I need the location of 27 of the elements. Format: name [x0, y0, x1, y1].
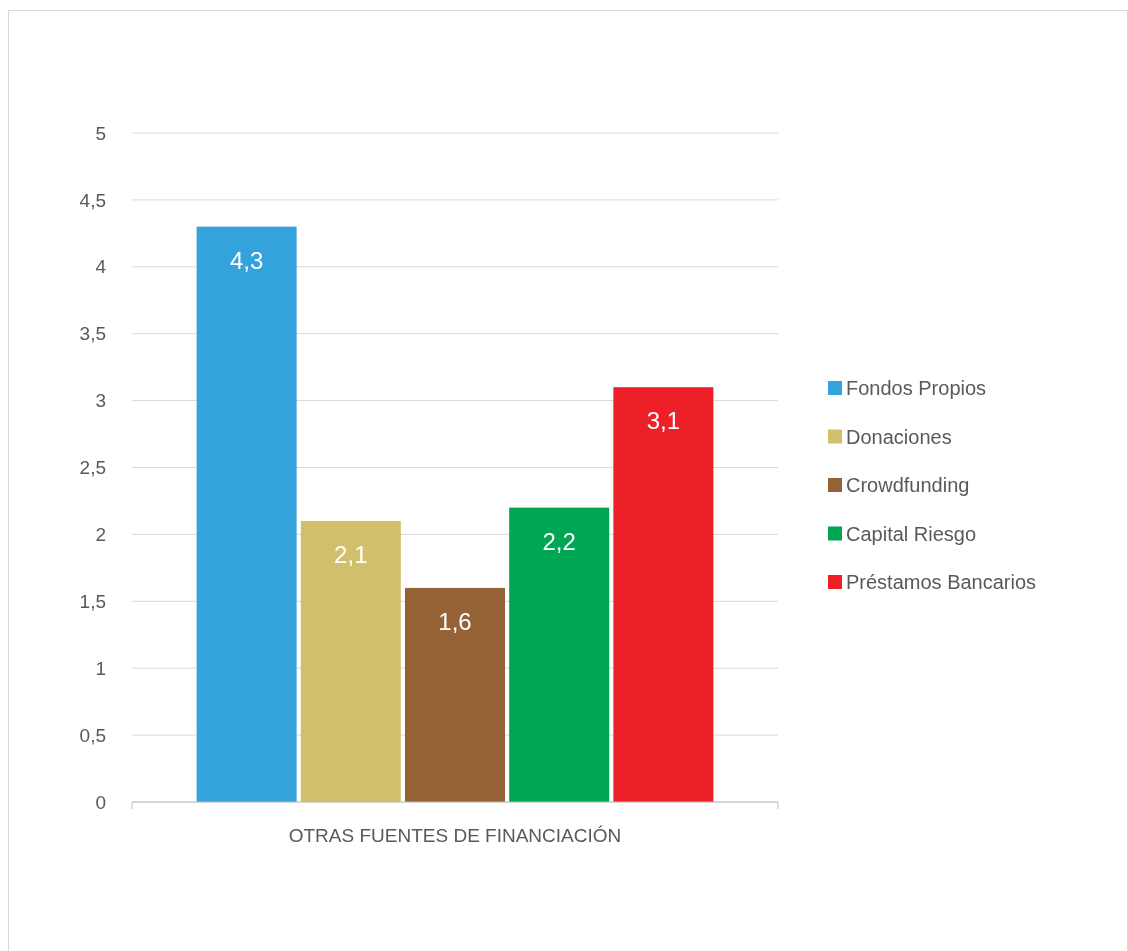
y-tick-label: 3,5: [79, 323, 106, 345]
bar: [404, 587, 506, 802]
bar: [196, 226, 297, 802]
bar: [613, 387, 714, 802]
y-tick-label: 1,5: [79, 590, 106, 612]
data-label: 2,1: [334, 541, 368, 569]
data-label: 2,2: [542, 527, 576, 555]
bar: [300, 521, 401, 802]
legend-label: Donaciones: [846, 425, 952, 448]
data-label: 1,6: [438, 607, 472, 635]
data-label: 4,3: [229, 246, 264, 274]
data-label: 3,1: [646, 407, 681, 435]
legend-label: Préstamos Bancarios: [846, 571, 1037, 593]
y-tick-label: 4: [95, 256, 107, 278]
y-tick-label: 5: [95, 122, 106, 144]
y-tick-label: 2,5: [79, 457, 106, 479]
y-tick-label: 0,5: [79, 724, 106, 746]
legend-label: Capital Riesgo: [846, 522, 977, 545]
y-tick-label: 1: [95, 657, 106, 679]
bar: [509, 507, 610, 802]
y-tick-label: 4,5: [79, 189, 106, 211]
legend-label: Fondos Propios: [846, 377, 987, 399]
y-tick-label: 2: [95, 524, 106, 546]
legend-label: Crowdfunding: [846, 474, 970, 496]
y-tick-label: 0: [95, 791, 106, 813]
x-tick-label: OTRAS FUENTES DE FINANCIACIÓN: [288, 825, 622, 846]
y-tick-label: 3: [95, 390, 106, 412]
